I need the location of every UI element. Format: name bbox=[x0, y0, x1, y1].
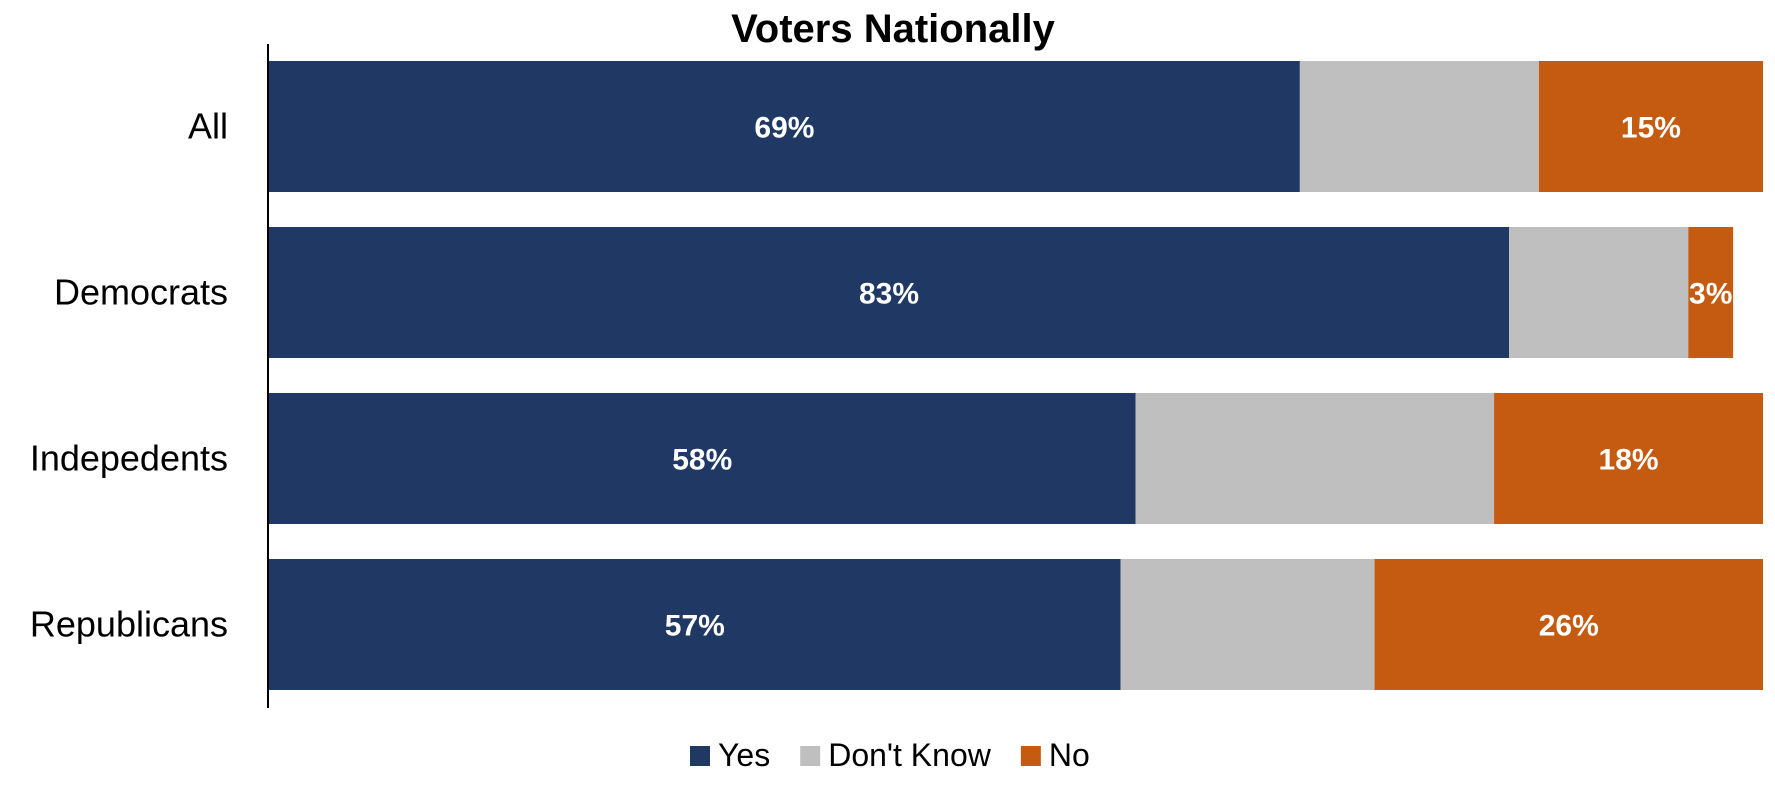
bar-don-t-know-republicans bbox=[1120, 559, 1375, 690]
bar-no-all bbox=[1538, 61, 1763, 192]
bar-no-indepedents bbox=[1494, 393, 1763, 524]
legend-swatch-don-t-know bbox=[800, 746, 821, 766]
bar-yes-all bbox=[269, 61, 1300, 192]
legend-label-don-t-know: Don't Know bbox=[828, 737, 992, 773]
category-labels-group: All Democrats Indepedents Republicans bbox=[30, 106, 228, 645]
category-label-democrats: Democrats bbox=[54, 272, 228, 313]
data-label-yes-democrats: 83% bbox=[859, 278, 919, 311]
bars-group: 69% 15% 83% 3% 58% 18% 57% 26% bbox=[269, 61, 1763, 690]
bar-yes-republicans bbox=[269, 559, 1121, 690]
legend-label-no: No bbox=[1049, 737, 1090, 773]
bar-yes-indepedents bbox=[269, 393, 1136, 524]
data-label-no-indepedents: 18% bbox=[1599, 444, 1659, 477]
bar-don-t-know-democrats bbox=[1509, 227, 1689, 358]
data-label-yes-all: 69% bbox=[754, 112, 814, 145]
bar-don-t-know-all bbox=[1299, 61, 1539, 192]
chart-title: Voters Nationally bbox=[731, 7, 1056, 51]
data-label-yes-republicans: 57% bbox=[665, 610, 725, 643]
data-label-no-all: 15% bbox=[1621, 112, 1681, 145]
data-label-yes-indepedents: 58% bbox=[672, 444, 732, 477]
category-label-republicans: Republicans bbox=[30, 604, 228, 645]
bar-no-democrats bbox=[1688, 227, 1734, 358]
data-label-no-republicans: 26% bbox=[1539, 610, 1599, 643]
legend-swatch-no bbox=[1020, 746, 1041, 766]
legend-swatch-yes bbox=[690, 746, 710, 766]
legend: Yes Don't Know No bbox=[690, 737, 1090, 773]
bar-don-t-know-indepedents bbox=[1135, 393, 1495, 524]
bar-yes-democrats bbox=[269, 227, 1510, 358]
category-label-indepedents: Indepedents bbox=[30, 438, 228, 479]
bar-no-republicans bbox=[1374, 559, 1763, 690]
data-label-no-democrats: 3% bbox=[1689, 278, 1732, 311]
legend-label-yes: Yes bbox=[718, 737, 770, 773]
category-label-all: All bbox=[188, 106, 228, 147]
